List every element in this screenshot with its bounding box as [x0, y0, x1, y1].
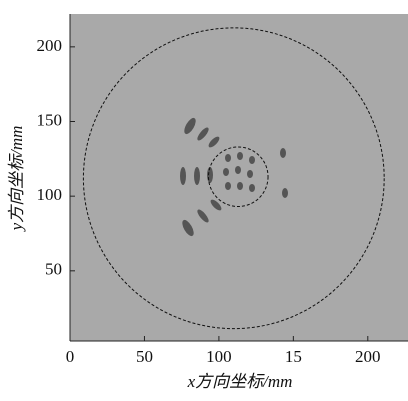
- speckle: [210, 199, 222, 211]
- pattern: [180, 117, 288, 237]
- y-tick-label: 50: [45, 260, 62, 279]
- speckle: [182, 219, 194, 237]
- speckle: [235, 166, 241, 174]
- speckle: [223, 168, 229, 176]
- speckle: [237, 152, 243, 160]
- speckle: [247, 170, 253, 178]
- x-axis-label: x方向坐标/mm: [187, 372, 293, 391]
- speckle: [180, 167, 186, 185]
- x-tick-label: 100: [206, 347, 232, 366]
- x-tick-label: 200: [355, 347, 381, 366]
- field: [70, 14, 408, 341]
- y-tick-label: 100: [37, 185, 63, 204]
- speckle: [207, 167, 213, 183]
- x-tick-label: 15: [285, 347, 302, 366]
- speckle: [208, 136, 220, 148]
- circle-annotation: [82, 27, 385, 330]
- speckle: [282, 188, 288, 198]
- speckle: [197, 127, 209, 141]
- speckle: [184, 117, 196, 135]
- y-axis-label: y方向坐标/mm: [7, 126, 26, 233]
- speckle: [197, 209, 209, 223]
- speckle: [225, 182, 231, 190]
- speckle: [249, 184, 255, 192]
- y-tick-label: 150: [37, 110, 63, 129]
- speckle: [194, 167, 200, 185]
- x-tick-label: 0: [66, 347, 75, 366]
- speckle: [237, 182, 243, 190]
- y-tick-label: 200: [37, 36, 63, 55]
- speckle: [249, 156, 255, 164]
- speckle: [280, 148, 286, 158]
- speckle: [225, 154, 231, 162]
- circle-annotation: [207, 146, 269, 208]
- x-tick-label: 50: [136, 347, 153, 366]
